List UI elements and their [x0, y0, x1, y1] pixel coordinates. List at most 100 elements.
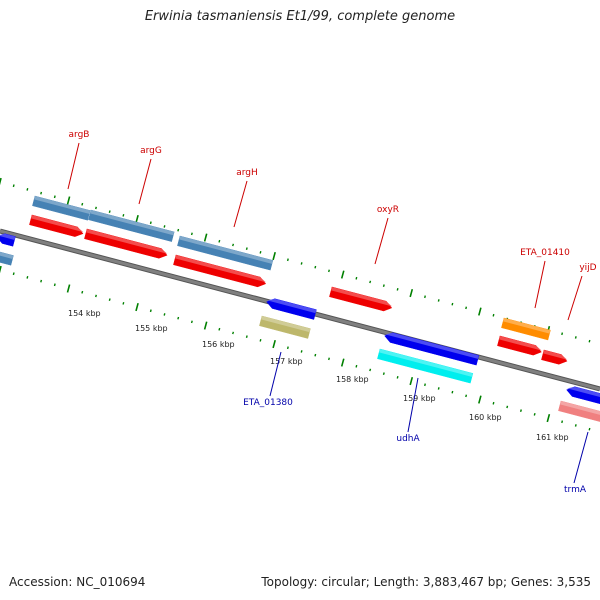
lower-track-minor-tick	[12, 272, 15, 276]
lower-track-minor-tick	[492, 401, 495, 405]
lower-track-minor-tick	[533, 412, 536, 416]
accession-text: Accession: NC_010694	[9, 575, 146, 589]
gene-label-argB: argB	[69, 130, 90, 140]
feature-red-argH	[173, 254, 267, 288]
lower-track-minor-tick	[465, 394, 468, 398]
upper-track-minor-tick	[451, 302, 454, 306]
leader-line-oxyR	[374, 217, 389, 265]
upper-track-minor-tick	[300, 262, 303, 265]
upper-track-minor-tick	[465, 306, 468, 310]
feature-blue-udhA-highlight	[385, 332, 479, 359]
gene-label-ETA_01380: ETA_01380	[243, 398, 293, 408]
upper-track-major-tick	[203, 233, 208, 242]
upper-track-minor-tick	[492, 313, 495, 317]
feature-blue-udhA	[384, 332, 480, 366]
feature-red-ETA_01410-highlight	[499, 336, 542, 351]
lower-track-minor-tick	[259, 339, 262, 342]
lower-track-minor-tick	[574, 424, 577, 427]
lower-track-minor-tick	[190, 320, 193, 324]
gene-label-trmA: trmA	[564, 485, 587, 495]
feature-blue-ETA_01380	[266, 298, 317, 320]
upper-track-minor-tick	[437, 299, 440, 302]
upper-track-minor-tick	[355, 276, 358, 280]
lower-track-minor-tick	[53, 283, 56, 287]
feature-red-yijD	[541, 349, 568, 365]
upper-track-major-tick	[0, 177, 2, 186]
feature-red-argG-highlight	[86, 229, 168, 254]
lower-track-minor-tick	[40, 279, 43, 283]
leader-line-yijD	[567, 275, 583, 321]
upper-track-minor-tick	[53, 195, 56, 199]
feature-steelblue-argH-highlight	[179, 236, 273, 264]
feature-steelblue-argG	[88, 209, 175, 242]
gene-label-udhA: udhA	[396, 434, 420, 444]
leader-line-argG	[138, 158, 152, 205]
lower-track-minor-tick	[177, 316, 180, 320]
lower-track-minor-tick	[451, 390, 454, 394]
lower-track-minor-tick	[95, 294, 97, 298]
upper-track-major-tick	[340, 270, 345, 279]
lower-track-minor-tick	[122, 302, 125, 305]
feature-red-oxyR-highlight	[331, 287, 393, 307]
upper-track-minor-tick	[588, 339, 591, 343]
upper-track-major-tick	[135, 214, 139, 224]
feature-blue-ETA_01380-highlight	[267, 298, 317, 314]
feature-blue-trmA-arrow	[566, 386, 600, 406]
feature-blue-trmA-highlight	[567, 386, 600, 399]
scale-label: 154 kbp	[68, 309, 101, 318]
feature-pink-trmA	[558, 400, 600, 423]
scale-label: 161 kbp	[536, 433, 569, 442]
scale-label: 157 kbp	[270, 357, 303, 366]
upper-track-major-tick	[272, 251, 276, 261]
lower-track-major-tick	[0, 265, 2, 274]
leader-line-trmA	[573, 431, 589, 484]
feature-steelblue-left-highlight	[0, 251, 14, 259]
map-title: Erwinia tasmaniensis Et1/99, complete ge…	[144, 9, 456, 24]
feature-red-oxyR	[329, 286, 393, 312]
lower-track-minor-tick	[382, 372, 385, 376]
upper-track-major-tick	[66, 196, 71, 205]
scale-label: 155 kbp	[135, 324, 168, 333]
feature-khaki-ETA_01380	[259, 315, 311, 339]
upper-track-minor-tick	[382, 284, 385, 288]
feature-orange-ETA_01410-highlight	[503, 318, 551, 334]
upper-track-minor-tick	[396, 288, 399, 291]
labels-layer: 154 kbp 155 kbp 156 kbp 157 kbp 158 kbp 159 k…	[67, 130, 597, 495]
lower-track-minor-tick	[437, 387, 440, 390]
upper-track-minor-tick	[81, 202, 84, 206]
lower-track-minor-tick	[26, 276, 29, 279]
scale-label: 158 kbp	[336, 375, 369, 384]
gene-label-oxyR: oxyR	[377, 205, 399, 215]
lower-track-major-tick	[135, 302, 139, 312]
leader-line-ETA_01410	[534, 260, 546, 309]
lower-track-minor-tick	[314, 353, 317, 357]
lower-track-major-tick	[340, 358, 345, 367]
feature-red-yijD-highlight	[543, 350, 568, 360]
feature-pink-trmA-highlight	[560, 401, 600, 417]
upper-track-major-tick	[478, 307, 482, 316]
lower-track-minor-tick	[369, 368, 372, 372]
lower-track-minor-tick	[424, 383, 426, 387]
gene-label-ETA_01410: ETA_01410	[520, 248, 570, 258]
upper-track-minor-tick	[12, 184, 15, 188]
upper-track-minor-tick	[149, 221, 152, 225]
feature-khaki-ETA_01380-highlight	[261, 316, 311, 333]
feature-steelblue-argH	[177, 235, 274, 271]
lower-track-minor-tick	[588, 427, 591, 431]
feature-red-ETA_01410	[497, 335, 542, 356]
upper-track-minor-tick	[424, 295, 426, 299]
lower-track-minor-tick	[355, 364, 358, 368]
lower-track-minor-tick	[149, 309, 152, 313]
feature-cyan-udhA	[377, 348, 474, 384]
feature-steelblue-argG-highlight	[90, 210, 175, 236]
upper-track-minor-tick	[369, 280, 372, 284]
upper-track-minor-tick	[190, 232, 193, 236]
lower-track-minor-tick	[328, 357, 330, 361]
lower-track-minor-tick	[561, 420, 564, 424]
upper-track-minor-tick	[328, 269, 330, 273]
lower-track-major-tick	[272, 339, 276, 349]
lower-track-minor-tick	[81, 290, 84, 294]
upper-track-minor-tick	[40, 191, 43, 195]
leader-line-argH	[233, 180, 248, 228]
